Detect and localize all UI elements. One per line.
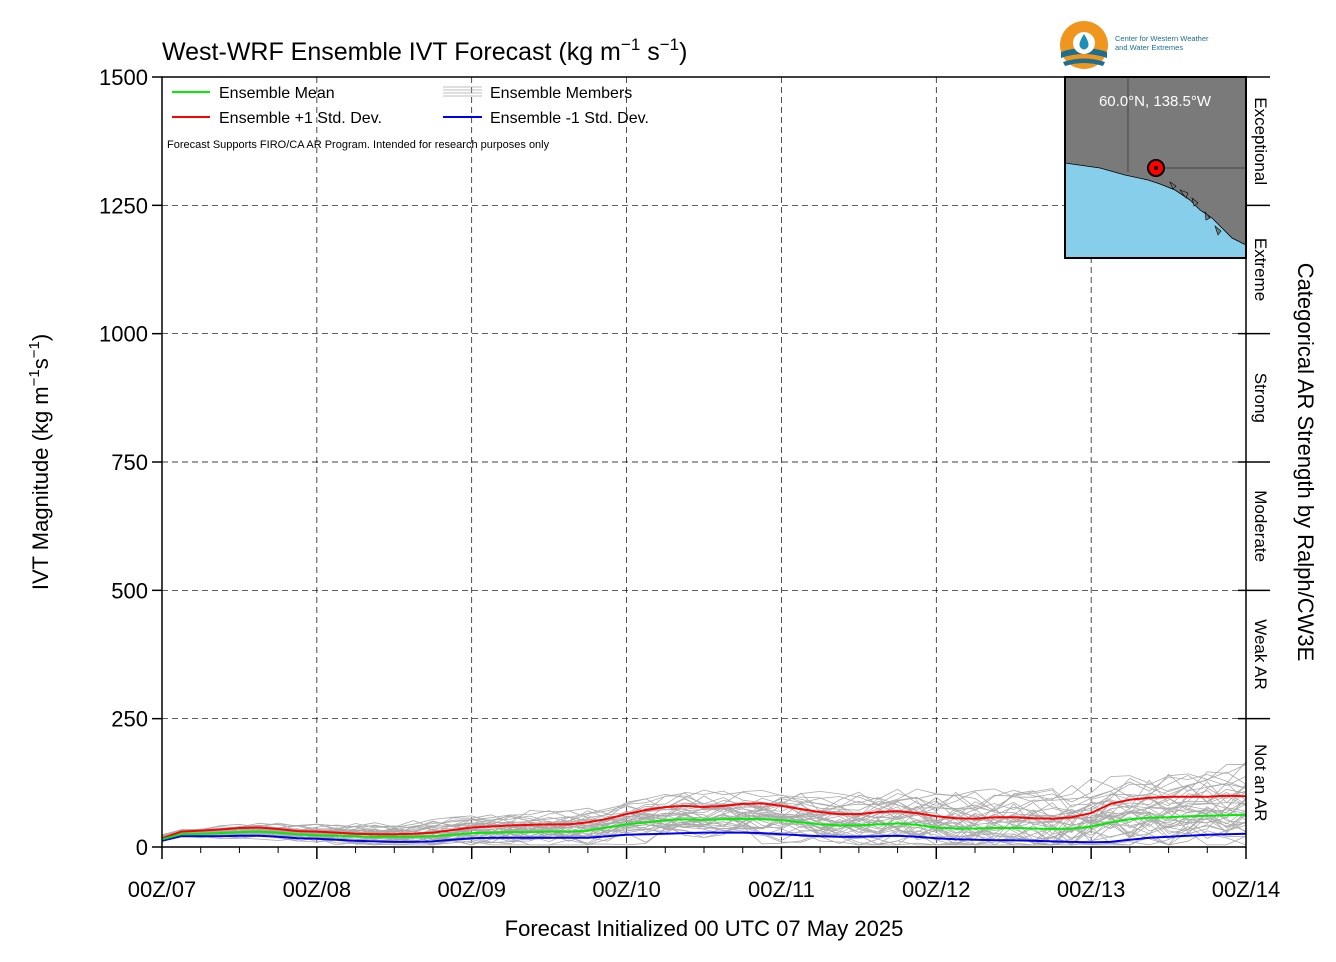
right-axis-title: Categorical AR Strength by Ralph/CW3E [1293, 263, 1318, 662]
ensemble-member-line [161, 761, 1247, 836]
legend: Ensemble Mean Ensemble +1 Std. Dev. Ense… [167, 85, 649, 151]
ensemble-member-line [161, 764, 1247, 837]
inset-map: 60.0°N, 138.5°W [1064, 76, 1247, 259]
category-label: Weak AR [1251, 619, 1270, 690]
ensemble-member-line [161, 771, 1247, 838]
category-label: Extreme [1251, 238, 1270, 301]
category-label: Not an AR [1251, 744, 1270, 822]
inset-frame [1064, 76, 1247, 259]
legend-swatch-members [443, 86, 482, 97]
x-tick-label: 00Z/11 [748, 877, 815, 902]
category-labels: Not an AR Weak AR Moderate Strong Extreme Exc… [1251, 97, 1270, 821]
ensemble-series [161, 794, 1247, 844]
category-label: Moderate [1251, 490, 1270, 562]
legend-label-members: Ensemble Members [490, 85, 632, 102]
y-tick-label: 0 [136, 835, 148, 860]
y-tick-label: 500 [111, 578, 148, 603]
category-label: Exceptional [1251, 97, 1270, 185]
logo-line1: Center for Western Weather [1115, 34, 1209, 43]
y-axis-title: IVT Magnitude (kg m−1s−1) [26, 334, 53, 590]
y-tick-label: 250 [111, 707, 148, 732]
y-tick-label: 1250 [99, 193, 148, 218]
x-tick-label: 00Z/08 [283, 877, 352, 902]
legend-label-mean: Ensemble Mean [219, 85, 335, 102]
x-tick-label: 00Z/13 [1057, 877, 1126, 902]
y-axis: 0 250 500 750 1000 1250 1500 [99, 65, 162, 860]
x-tick-label: 00Z/12 [902, 877, 971, 902]
inset-coast-islands [1169, 181, 1222, 236]
series-line-ensemble-1-std-dev [161, 794, 1247, 840]
ensemble-member-line [161, 773, 1247, 837]
cw3e-logo: Center for Western Weather and Water Ext… [1060, 21, 1209, 69]
x-tick-label: 00Z/14 [1212, 877, 1281, 902]
research-note: Forecast Supports FIRO/CA AR Program. In… [167, 139, 550, 151]
y-tick-label: 750 [111, 450, 148, 475]
chart-title: West-WRF Ensemble IVT Forecast (kg m−1 s… [162, 35, 687, 66]
logo-line2: and Water Extremes [1115, 43, 1183, 52]
x-tick-label: 00Z/09 [437, 877, 506, 902]
ensemble-member-line [161, 779, 1247, 837]
series-line-ensemble-1-std-dev [161, 831, 1247, 844]
location-marker-dot [1154, 166, 1158, 170]
x-axis: 00Z/07 00Z/08 00Z/09 00Z/10 00Z/11 00Z/12 00Z/… [128, 847, 1281, 902]
y-tick-label: 1500 [99, 65, 148, 90]
category-boundaries [1238, 76, 1270, 720]
x-axis-title: Forecast Initialized 00 UTC 07 May 2025 [505, 916, 904, 941]
legend-label-plus-std: Ensemble +1 Std. Dev. [219, 110, 382, 127]
ensemble-member-line [161, 825, 1247, 846]
legend-label-minus-std: Ensemble -1 Std. Dev. [490, 110, 649, 127]
x-tick-label: 00Z/07 [128, 877, 197, 902]
category-label: Strong [1251, 373, 1270, 423]
x-tick-label: 00Z/10 [592, 877, 661, 902]
series-line-ensemble-mean [161, 813, 1247, 841]
y-tick-label: 1000 [99, 322, 148, 347]
ensemble-members [161, 761, 1247, 846]
ensemble-member-line [161, 786, 1247, 839]
inset-location-label: 60.0°N, 138.5°W [1099, 93, 1212, 110]
